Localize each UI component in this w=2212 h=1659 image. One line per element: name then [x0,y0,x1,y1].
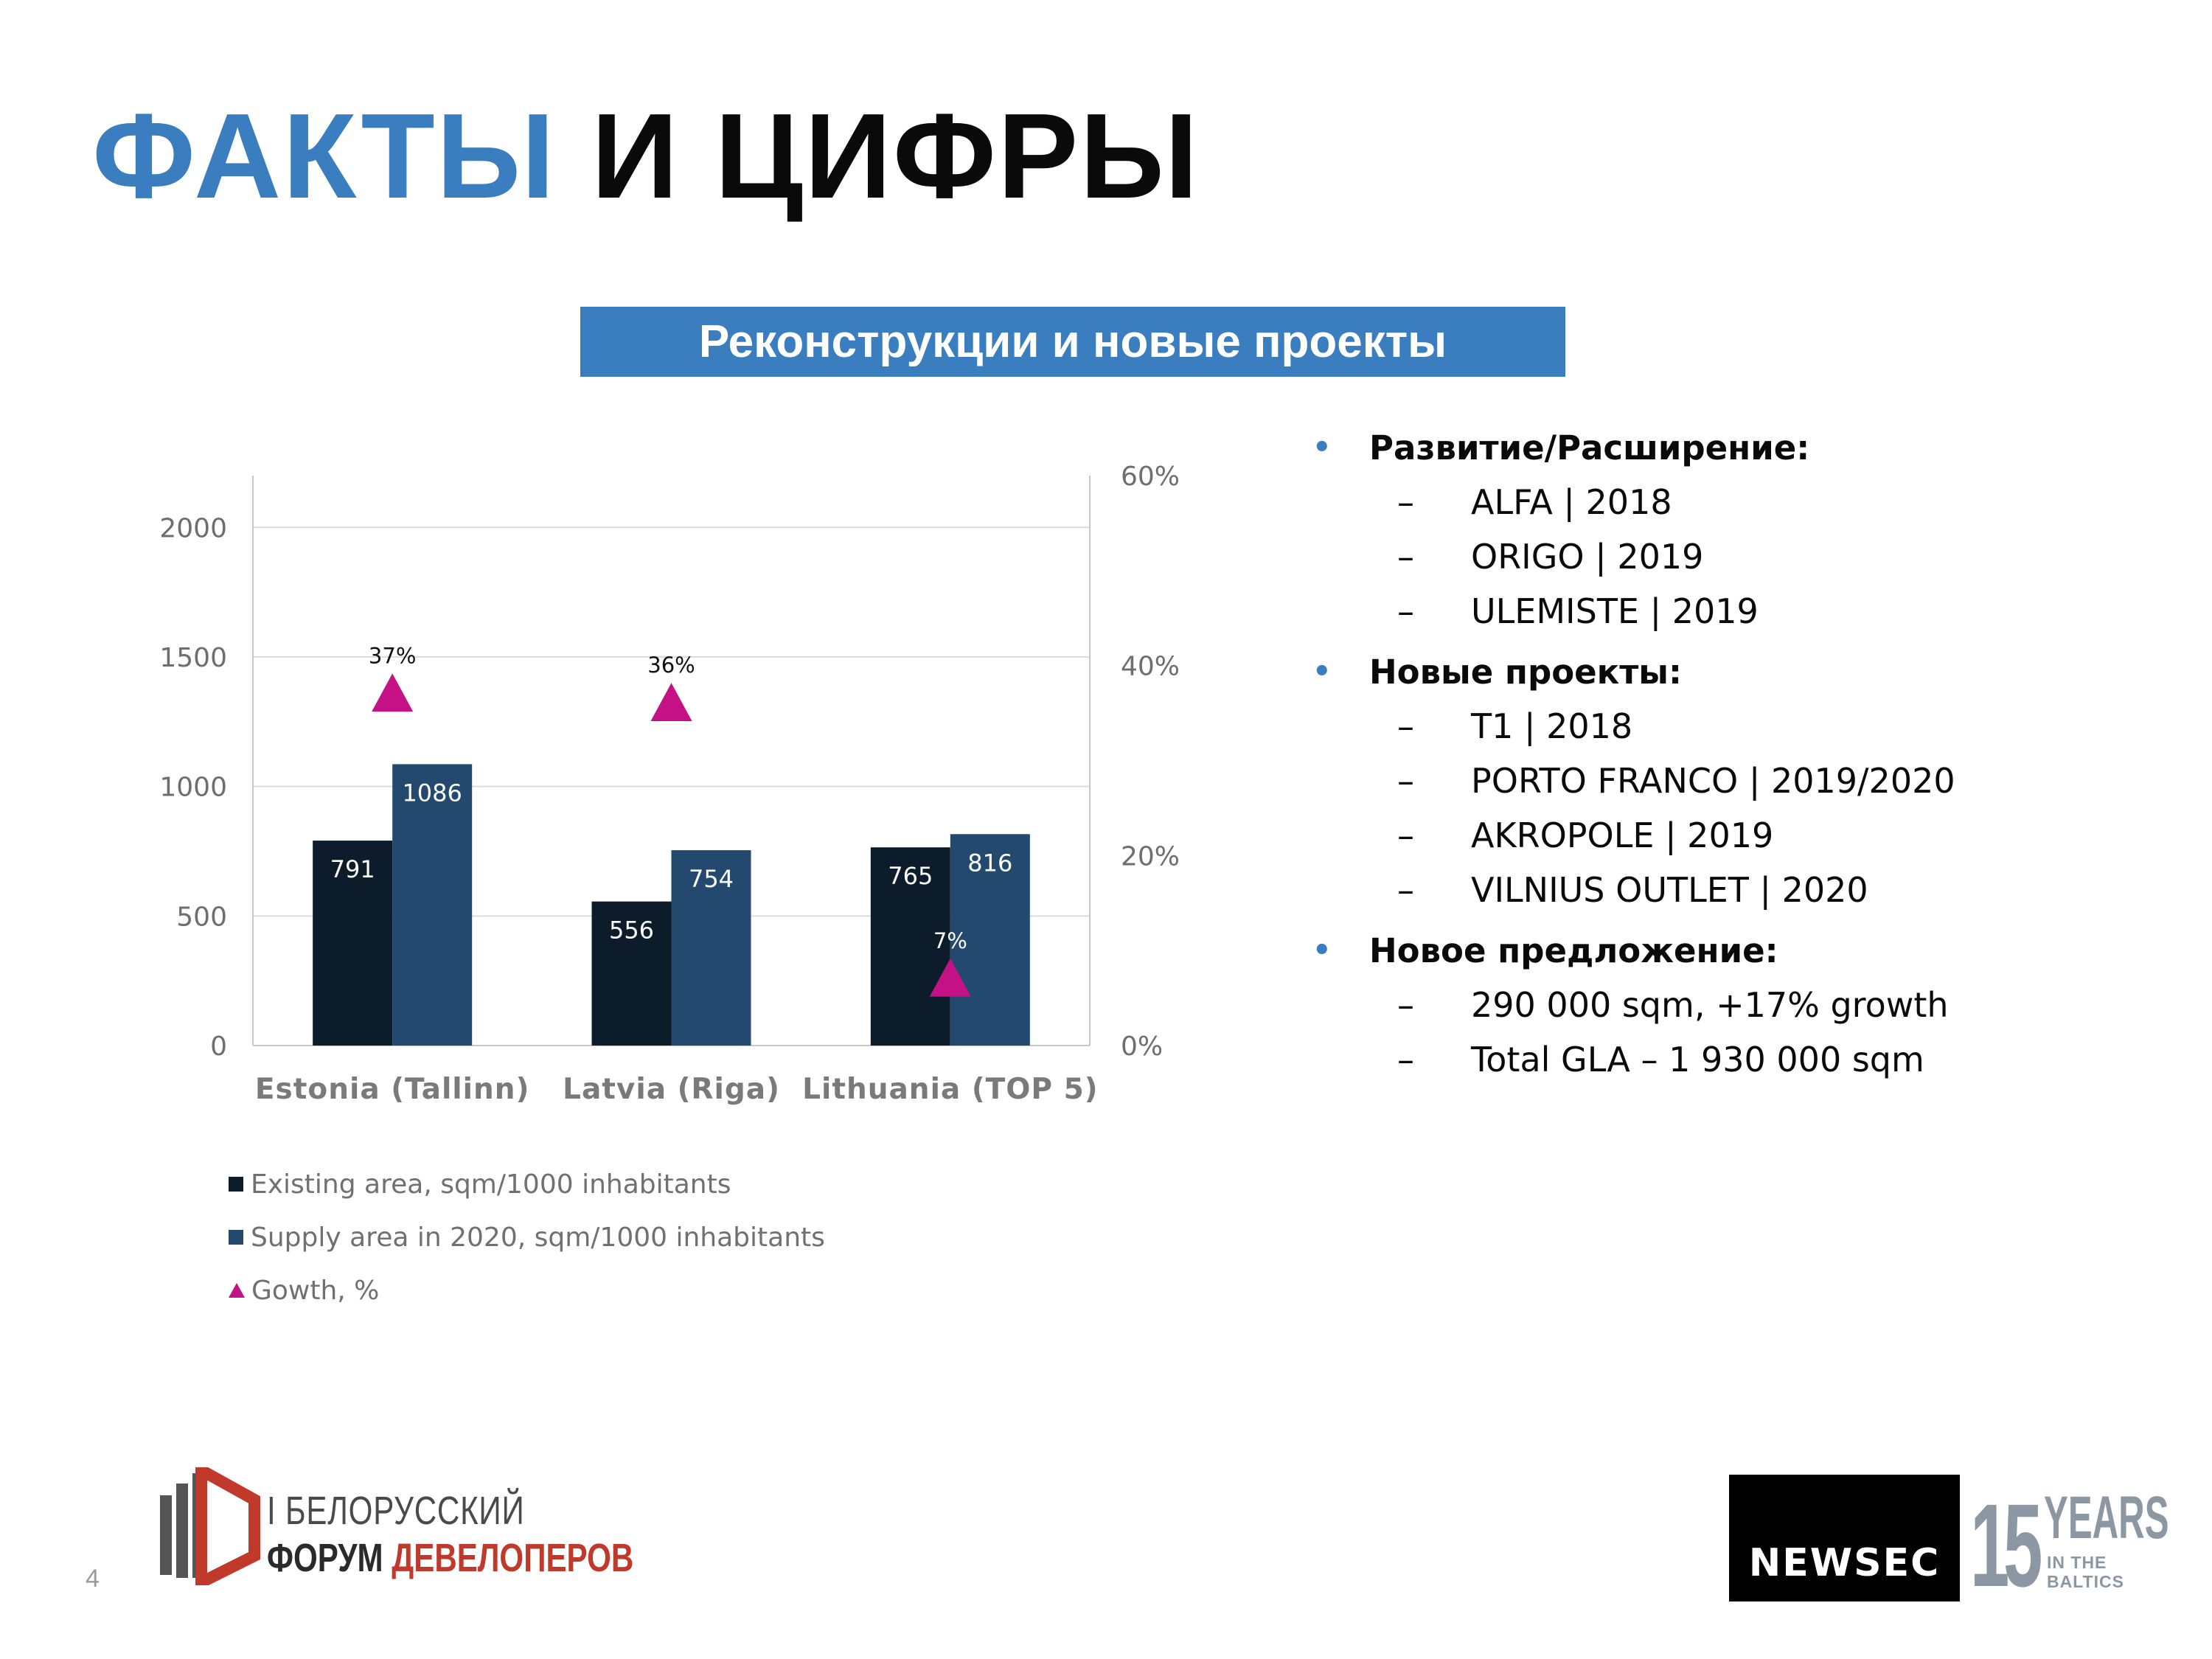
bullet-dot-icon: • [1312,431,1332,465]
dash-icon: – [1397,815,1414,855]
page-title: ФАКТЫ И ЦИФРЫ [92,96,1200,217]
years-word: YEARS [2044,1484,2169,1551]
legend-label-existing: Existing area, sqm/1000 inhabitants [251,1169,731,1200]
x-tick-label: Lithuania (TOP 5) [802,1073,1098,1106]
bar-data-label: 791 [330,855,375,883]
y-left-tick-label: 2000 [159,513,227,543]
legend-item-growth: Gowth, % [229,1264,825,1317]
dash-icon: – [1397,1040,1414,1079]
bar-data-label: 556 [609,917,654,945]
newsec-logo: NEWSEC [1729,1475,1960,1601]
bullet-heading: Новое предложение: [1369,931,1778,970]
y-right-tick-label: 40% [1121,652,1180,682]
list-item: – 290 000 sqm, +17% growth [1312,978,1955,1032]
forum-logo-text: I БЕЛОРУССКИЙ ФОРУМ ДЕВЕЛОПЕРОВ [267,1488,633,1581]
dash-icon: – [1397,537,1414,577]
growth-data-label: 37% [369,643,416,668]
dash-icon: – [1397,482,1414,522]
forum-word1: ФОРУМ [267,1536,383,1580]
title-accent: ФАКТЫ [92,88,557,223]
list-item: – ORIGO | 2019 [1312,529,1955,584]
y-left-tick-label: 0 [210,1032,227,1062]
y-right-tick-label: 20% [1121,841,1180,872]
list-item-text: AKROPOLE | 2019 [1471,815,1774,855]
y-left-tick-label: 1000 [159,773,227,803]
growth-data-label: 7% [933,928,967,953]
growth-data-label: 36% [647,653,695,678]
years-number: 15 [1970,1479,2042,1611]
list-item: – VILNIUS OUTLET | 2020 [1312,863,1955,917]
y-right-tick-label: 0% [1121,1032,1163,1062]
list-item-text: ALFA | 2018 [1471,482,1672,522]
dash-icon: – [1397,706,1414,746]
growth-marker-triangle-icon [650,683,692,721]
legend-label-supply: Supply area in 2020, sqm/1000 inhabitant… [251,1222,825,1253]
list-item-text: T1 | 2018 [1471,706,1633,746]
dash-icon: – [1397,591,1414,631]
forum-logo-icon [160,1467,260,1585]
forum-line2: ФОРУМ ДЕВЕЛОПЕРОВ [267,1535,633,1581]
list-item: – AKROPOLE | 2019 [1312,808,1955,863]
dash-icon: – [1397,985,1414,1025]
bar-data-label: 754 [689,865,734,893]
y-left-tick-label: 1500 [159,643,227,673]
bar [950,834,1030,1046]
bar [591,901,672,1046]
bar-data-label: 765 [888,862,933,890]
bullet-section: • Новые проекты: – T1 | 2018 – PORTO FRANCO… [1312,644,1955,917]
years-sub2: BALTICS [2047,1572,2124,1591]
bullet-dot-icon: • [1312,655,1332,689]
section-banner: Реконструкции и новые проекты [580,307,1565,377]
list-item-text: Total GLA – 1 930 000 sqm [1471,1040,1924,1079]
bar [870,847,950,1046]
list-item-text: ULEMISTE | 2019 [1471,591,1759,631]
y-left-tick-label: 500 [176,902,227,932]
legend-item-existing: Existing area, sqm/1000 inhabitants [229,1158,825,1211]
facts-list: • Развитие/Расширение: – ALFA | 2018 – ORIG… [1312,420,1955,1093]
legend-triangle-icon [229,1283,245,1298]
bullet-section: • Развитие/Расширение: – ALFA | 2018 – ORIG… [1312,420,1955,639]
list-item: – T1 | 2018 [1312,699,1955,754]
list-item-text: VILNIUS OUTLET | 2020 [1471,870,1868,910]
bullet-dot-icon: • [1312,933,1332,967]
forum-line1: I БЕЛОРУССКИЙ [267,1489,525,1533]
forum-word2: ДЕВЕЛОПЕРОВ [392,1536,634,1580]
list-item: – PORTO FRANCO | 2019/2020 [1312,754,1955,808]
x-tick-label: Latvia (Riga) [563,1073,780,1106]
bar-data-label: 816 [967,849,1012,877]
years-sub1: IN THE [2047,1553,2107,1572]
list-item-text: ORIGO | 2019 [1471,537,1704,577]
bar [392,764,473,1046]
title-rest: И ЦИФРЫ [591,88,1200,223]
growth-marker-triangle-icon [929,958,971,997]
bar-data-label: 1086 [402,779,462,807]
legend-swatch-existing [229,1177,243,1192]
dash-icon: – [1397,870,1414,910]
bar [671,850,751,1046]
y-right-tick-label: 60% [1121,462,1180,492]
list-item: – ULEMISTE | 2019 [1312,584,1955,639]
legend-label-growth: Gowth, % [251,1275,380,1306]
dash-icon: – [1397,761,1414,801]
list-item-text: 290 000 sqm, +17% growth [1471,985,1949,1025]
legend-item-supply: Supply area in 2020, sqm/1000 inhabitant… [229,1211,825,1264]
list-item: – Total GLA – 1 930 000 sqm [1312,1032,1955,1087]
bullet-heading: Развитие/Расширение: [1369,428,1810,467]
page-number: 4 [86,1565,100,1593]
bullet-section: • Новое предложение: – 290 000 sqm, +17% g… [1312,923,1955,1087]
legend-swatch-supply [229,1230,243,1245]
bullet-heading: Новые проекты: [1369,652,1682,692]
growth-marker-triangle-icon [372,673,414,712]
bar [313,841,393,1046]
chart-legend: Existing area, sqm/1000 inhabitants Supp… [229,1158,825,1317]
list-item-text: PORTO FRANCO | 2019/2020 [1471,761,1955,801]
x-tick-label: Estonia (Tallinn) [255,1073,530,1106]
list-item: – ALFA | 2018 [1312,475,1955,529]
